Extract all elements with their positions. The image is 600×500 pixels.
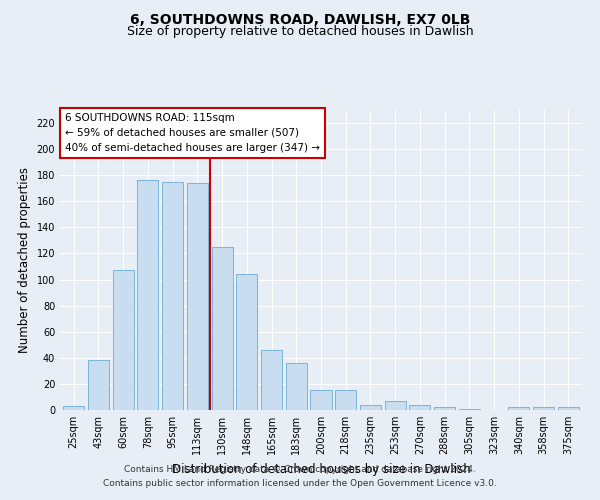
Bar <box>261 350 282 410</box>
Bar <box>558 408 579 410</box>
X-axis label: Distribution of detached houses by size in Dawlish: Distribution of detached houses by size … <box>172 462 470 475</box>
Bar <box>385 401 406 410</box>
Bar <box>533 408 554 410</box>
Bar <box>360 405 381 410</box>
Bar <box>459 408 480 410</box>
Bar <box>137 180 158 410</box>
Bar <box>162 182 183 410</box>
Bar <box>88 360 109 410</box>
Bar <box>409 405 430 410</box>
Bar <box>63 406 84 410</box>
Bar <box>335 390 356 410</box>
Bar <box>508 408 529 410</box>
Bar <box>113 270 134 410</box>
Y-axis label: Number of detached properties: Number of detached properties <box>18 167 31 353</box>
Text: Contains HM Land Registry data © Crown copyright and database right 2024.
Contai: Contains HM Land Registry data © Crown c… <box>103 466 497 487</box>
Bar <box>286 363 307 410</box>
Bar <box>236 274 257 410</box>
Bar <box>212 247 233 410</box>
Text: 6, SOUTHDOWNS ROAD, DAWLISH, EX7 0LB: 6, SOUTHDOWNS ROAD, DAWLISH, EX7 0LB <box>130 12 470 26</box>
Text: Size of property relative to detached houses in Dawlish: Size of property relative to detached ho… <box>127 25 473 38</box>
Text: 6 SOUTHDOWNS ROAD: 115sqm
← 59% of detached houses are smaller (507)
40% of semi: 6 SOUTHDOWNS ROAD: 115sqm ← 59% of detac… <box>65 113 320 152</box>
Bar <box>310 390 332 410</box>
Bar <box>434 408 455 410</box>
Bar <box>187 183 208 410</box>
